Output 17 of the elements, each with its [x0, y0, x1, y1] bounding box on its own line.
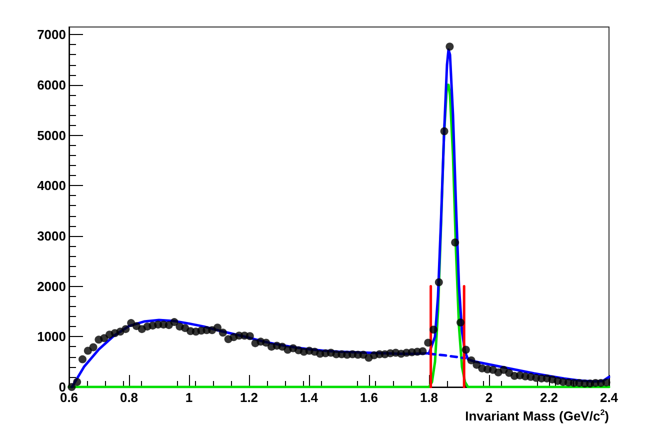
- x-axis-title: Invariant Mass (GeV/c$^{2}$): [465, 408, 609, 424]
- y-tick-label: 4000: [37, 178, 66, 194]
- x-tick-label: 1: [185, 390, 193, 405]
- y-tick-label: 7000: [37, 27, 66, 42]
- x-tick-label: 0.8: [120, 390, 138, 405]
- x-tick-label: 1.4: [300, 390, 319, 405]
- y-tick-label: 5000: [37, 128, 66, 143]
- y-tick-label: 1000: [37, 329, 66, 344]
- y-tick-label: 6000: [37, 77, 66, 92]
- x-tick-label: 1.6: [360, 390, 378, 405]
- x-tick-label: 1.8: [420, 390, 438, 405]
- x-tick-label: 2.2: [540, 390, 558, 405]
- y-tick-label: 3000: [37, 228, 66, 244]
- y-tick-label: 2000: [37, 278, 66, 294]
- x-tick-label: 2: [485, 390, 493, 405]
- x-tick-label: 2.4: [600, 390, 619, 405]
- x-tick-label: 1.2: [240, 390, 258, 405]
